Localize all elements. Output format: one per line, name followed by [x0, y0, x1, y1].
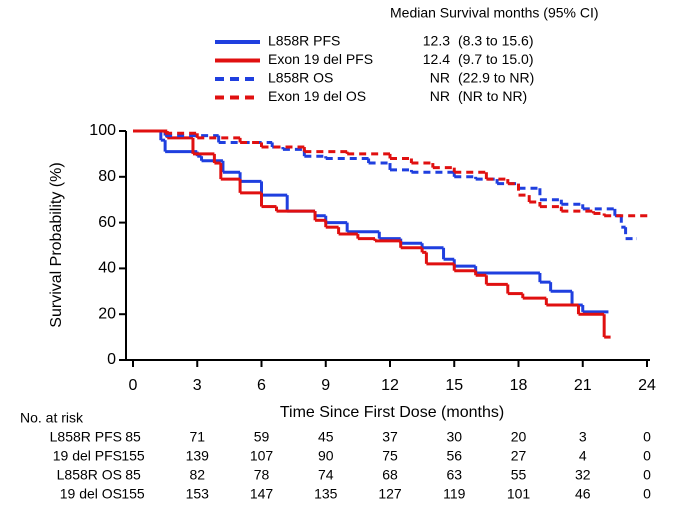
- legend-ci: (22.9 to NR): [458, 70, 534, 86]
- risk-value: 75: [382, 448, 398, 464]
- risk-row-label: 19 del PFS: [53, 448, 122, 464]
- risk-value: 46: [575, 486, 591, 502]
- x-tick-label: 18: [510, 377, 528, 394]
- risk-value: 127: [378, 486, 402, 502]
- x-tick-label: 12: [381, 377, 399, 394]
- risk-value: 59: [254, 429, 270, 445]
- legend-ci: (9.7 to 15.0): [458, 51, 534, 67]
- risk-value: 82: [189, 467, 205, 483]
- risk-value: 135: [314, 486, 338, 502]
- legend-label: Exon 19 del PFS: [268, 51, 373, 67]
- risk-value: 45: [318, 429, 334, 445]
- x-tick-label: 3: [193, 377, 202, 394]
- x-tick-label: 6: [257, 377, 266, 394]
- risk-value: 4: [579, 448, 587, 464]
- y-tick-label: 40: [98, 260, 116, 277]
- y-tick-label: 20: [98, 305, 116, 322]
- y-tick-label: 0: [107, 351, 116, 368]
- y-tick-label: 100: [89, 122, 116, 139]
- x-tick-label: 0: [129, 377, 138, 394]
- risk-value: 0: [643, 467, 651, 483]
- legend-median: NR: [430, 88, 450, 104]
- risk-value: 0: [643, 448, 651, 464]
- risk-value: 139: [186, 448, 210, 464]
- risk-value: 78: [254, 467, 270, 483]
- legend-label: Exon 19 del OS: [268, 88, 366, 104]
- legend-title: Median Survival months (95% CI): [390, 5, 599, 21]
- risk-value: 68: [382, 467, 398, 483]
- risk-value: 30: [446, 429, 462, 445]
- risk-value: 27: [511, 448, 527, 464]
- risk-value: 155: [121, 486, 145, 502]
- y-tick-label: 60: [98, 214, 116, 231]
- legend-ci: (NR to NR): [458, 88, 527, 104]
- x-tick-label: 9: [321, 377, 330, 394]
- x-tick-label: 21: [574, 377, 592, 394]
- risk-value: 119: [443, 486, 466, 502]
- risk-value: 85: [125, 467, 141, 483]
- y-axis-title: Survival Probability (%): [48, 162, 65, 327]
- risk-value: 55: [511, 467, 527, 483]
- risk-row-label: L858R PFS: [50, 429, 122, 445]
- legend-median: 12.4: [423, 51, 450, 67]
- risk-value: 147: [250, 486, 274, 502]
- y-tick-label: 80: [98, 168, 116, 185]
- x-tick-label: 24: [638, 377, 656, 394]
- risk-value: 0: [643, 429, 651, 445]
- risk-value: 90: [318, 448, 334, 464]
- legend-ci: (8.3 to 15.6): [458, 33, 534, 49]
- risk-value: 101: [507, 486, 531, 502]
- risk-value: 32: [575, 467, 591, 483]
- x-axis-title: Time Since First Dose (months): [280, 404, 504, 421]
- risk-value: 20: [511, 429, 527, 445]
- x-tick-label: 15: [445, 377, 463, 394]
- risk-value: 74: [318, 467, 334, 483]
- risk-value: 63: [446, 467, 462, 483]
- risk-row-label: 19 del OS: [60, 486, 122, 502]
- risk-value: 37: [382, 429, 398, 445]
- legend-label: L858R OS: [268, 70, 333, 86]
- risk-value: 71: [189, 429, 205, 445]
- risk-value: 153: [186, 486, 210, 502]
- risk-value: 107: [250, 448, 274, 464]
- risk-row-label: L858R OS: [57, 467, 122, 483]
- risk-value: 56: [446, 448, 462, 464]
- legend-label: L858R PFS: [268, 33, 340, 49]
- legend-median: NR: [430, 70, 450, 86]
- risk-value: 155: [121, 448, 145, 464]
- risk-value: 85: [125, 429, 141, 445]
- risk-value: 3: [579, 429, 587, 445]
- legend-median: 12.3: [423, 33, 450, 49]
- risk-value: 0: [643, 486, 651, 502]
- risk-title: No. at risk: [20, 410, 84, 426]
